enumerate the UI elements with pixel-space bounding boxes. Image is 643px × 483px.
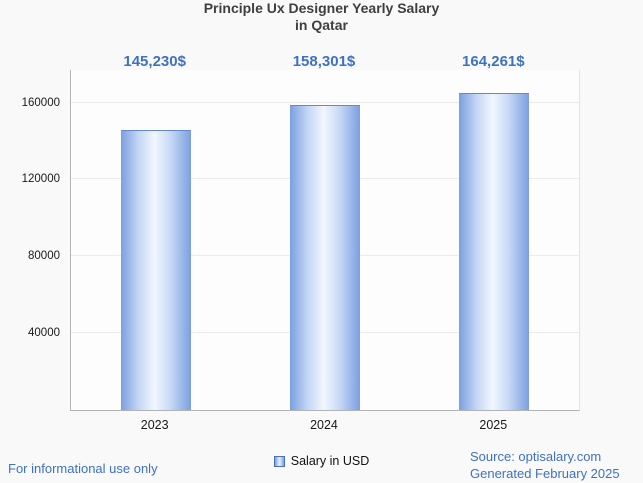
- bar-column: [71, 70, 240, 410]
- bar-value-labels: 145,230$ 158,301$ 164,261$: [70, 53, 578, 73]
- bar-value-label: 145,230$: [123, 53, 186, 70]
- gridline: [71, 102, 579, 103]
- y-tick-label: 80000: [28, 250, 60, 262]
- source-block: Source: optisalary.com Generated Februar…: [470, 448, 620, 482]
- generated-text: Generated February 2025: [470, 466, 620, 481]
- y-tick-label: 120000: [21, 173, 60, 185]
- chart-title-line1: Principle Ux Designer Yearly Salary: [203, 0, 440, 16]
- bars-row: [71, 70, 579, 410]
- legend-swatch-icon: [273, 455, 285, 467]
- bar: [459, 93, 530, 410]
- plot-area: [70, 70, 580, 411]
- x-axis-label: 2024: [310, 418, 338, 432]
- legend-label: Salary in USD: [290, 454, 370, 468]
- bar: [120, 130, 191, 410]
- bar-column: [410, 70, 579, 410]
- chart-title: Principle Ux Designer Yearly Salary in Q…: [0, 0, 643, 34]
- y-tick-label: 160000: [21, 97, 60, 109]
- disclaimer-text: For informational use only: [8, 461, 158, 476]
- bar-value-label: 164,261$: [462, 53, 525, 70]
- legend: Salary in USD: [0, 454, 643, 468]
- source-text: Source: optisalary.com: [470, 449, 602, 464]
- x-axis-label: 2025: [479, 418, 508, 432]
- bar: [289, 105, 360, 410]
- chart-title-line2: in Qatar: [295, 17, 348, 33]
- x-axis-label: 2023: [140, 418, 169, 432]
- bar-value-label: 158,301$: [292, 53, 356, 70]
- x-axis-labels: 2023 2024 2025: [70, 418, 578, 436]
- y-axis: 40000 80000 120000 160000: [0, 70, 66, 410]
- y-tick-label: 40000: [28, 327, 60, 339]
- bar-column: [240, 70, 409, 410]
